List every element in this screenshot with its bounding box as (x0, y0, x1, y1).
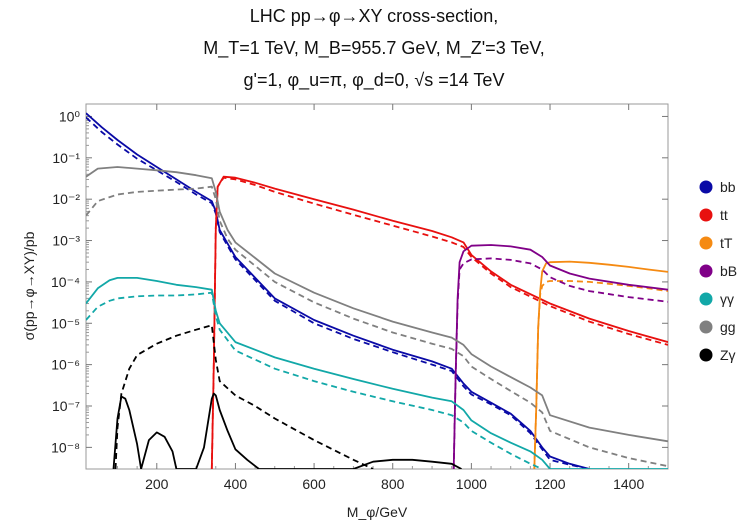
x-tick-label: 1000 (456, 476, 487, 492)
legend-swatch (699, 348, 713, 362)
title-line-2: M_T=1 TeV, M_B=955.7 GeV, M_Z'=3 TeV, (203, 38, 545, 59)
legend: bb tt tT bB γγ gg Zγ (699, 179, 737, 363)
x-tick-label: 800 (381, 476, 405, 492)
chart-title: LHC pp→φ→XY cross-section, M_T=1 TeV, M_B… (203, 6, 545, 91)
series-line-bb-dashed (86, 116, 590, 469)
x-axis-label: M_φ/GeV (347, 504, 408, 520)
x-tick-label: 400 (224, 476, 248, 492)
y-tick-label: 10⁻⁵ (51, 315, 80, 331)
series-line-γγ-dashed (86, 291, 543, 469)
legend-swatch (699, 236, 713, 250)
series-line-gg-solid (86, 166, 668, 443)
title-line-3: g'=1, φ_u=π, φ_d=0, √s =14 TeV (244, 70, 505, 91)
series-line-bb-solid (86, 112, 590, 469)
series-line-Zγ-dashed (114, 324, 374, 469)
y-axis-label: σ(pp→φ→XY)/pb (21, 231, 37, 340)
legend-label: bB (720, 263, 737, 279)
series-line-γγ-solid (86, 276, 668, 469)
series-line-tT-dashed (533, 280, 668, 469)
axis-ticks: 200 400 600 800 1000 1200 1400 10⁻⁸ 10⁻⁷ 10⁻⁶ 10⁻⁵… (51, 103, 669, 492)
legend-swatch (699, 208, 713, 222)
x-tick-label: 200 (145, 476, 169, 492)
y-tick-label: 10⁻⁶ (51, 357, 80, 373)
series-line-bB-dashed (452, 257, 668, 469)
x-tick-label: 600 (302, 476, 326, 492)
plot-frame (85, 103, 669, 470)
x-tick-label: 1200 (534, 476, 565, 492)
legend-label: gg (720, 319, 736, 335)
legend-swatch (699, 264, 713, 278)
data-series (86, 112, 668, 469)
series-line-tt-dashed (210, 176, 668, 469)
y-tick-label: 10⁻⁸ (51, 439, 80, 455)
legend-swatch (699, 320, 713, 334)
y-tick-label: 10⁻³ (52, 233, 80, 249)
legend-label: Zγ (720, 347, 736, 363)
y-tick-label: 10⁻⁴ (51, 274, 80, 290)
series-line-Zγ-solid (112, 392, 462, 469)
y-tick-label: 10⁰ (59, 108, 81, 124)
y-tick-label: 10⁻¹ (52, 150, 80, 166)
legend-label: bb (720, 179, 736, 195)
legend-swatch (699, 180, 713, 194)
title-line-1: LHC pp→φ→XY cross-section, (250, 6, 498, 26)
x-tick-label: 1400 (613, 476, 644, 492)
legend-label: tt (720, 207, 728, 223)
series-line-tt-solid (210, 175, 668, 469)
legend-label: tT (720, 235, 733, 251)
y-tick-label: 10⁻² (52, 191, 80, 207)
y-tick-label: 10⁻⁷ (52, 398, 80, 414)
legend-label: γγ (720, 291, 734, 307)
legend-swatch (699, 292, 713, 306)
